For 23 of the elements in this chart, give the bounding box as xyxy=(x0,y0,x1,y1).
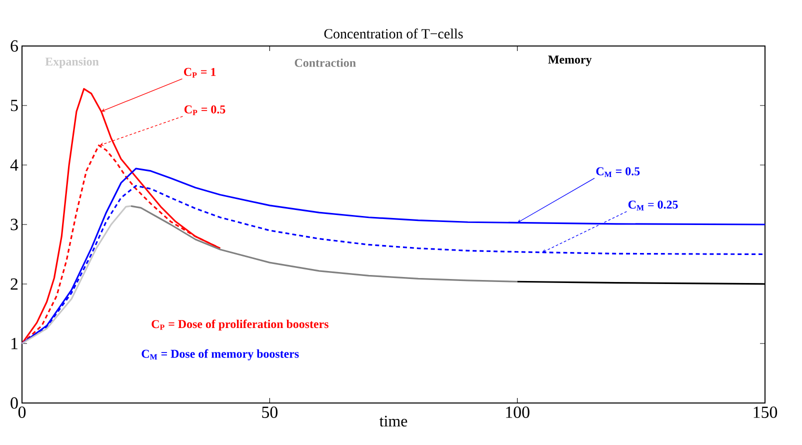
x-tick-label: 50 xyxy=(262,406,278,418)
annotation: C$_{P}$ = 1 xyxy=(184,68,216,78)
annotation: C$_{M}$ = 0.25 xyxy=(628,200,678,210)
y-tick-label: 5 xyxy=(10,100,18,112)
y-tick-label: 4 xyxy=(10,159,18,171)
x-axis-title: time xyxy=(379,416,408,426)
y-tick-label: 2 xyxy=(10,278,18,290)
chart-title: Concentration of T−cells xyxy=(324,28,463,39)
x-tick-label: 0 xyxy=(18,406,26,418)
y-tick-label: 1 xyxy=(11,338,18,350)
y-tick-label: 6 xyxy=(10,40,18,52)
line-series xyxy=(130,205,518,282)
annotation: Contraction xyxy=(294,58,356,67)
y-tick-label: 3 xyxy=(10,218,18,230)
annotation: Memory xyxy=(548,56,592,66)
annotation: C$_{P}$ = 0.5 xyxy=(184,105,226,116)
annotation: C$_{M}$ = Dose of memory boosters xyxy=(142,349,299,360)
line-series xyxy=(21,205,132,344)
annotation: C$_{M}$ = 0.5 xyxy=(596,167,640,178)
annotation: C$_{P}$ = Dose of proliferation boosters xyxy=(152,320,328,331)
x-tick-label: 100 xyxy=(506,406,530,418)
x-tick-label: 150 xyxy=(754,406,778,418)
y-tick-label: 0 xyxy=(10,397,18,409)
